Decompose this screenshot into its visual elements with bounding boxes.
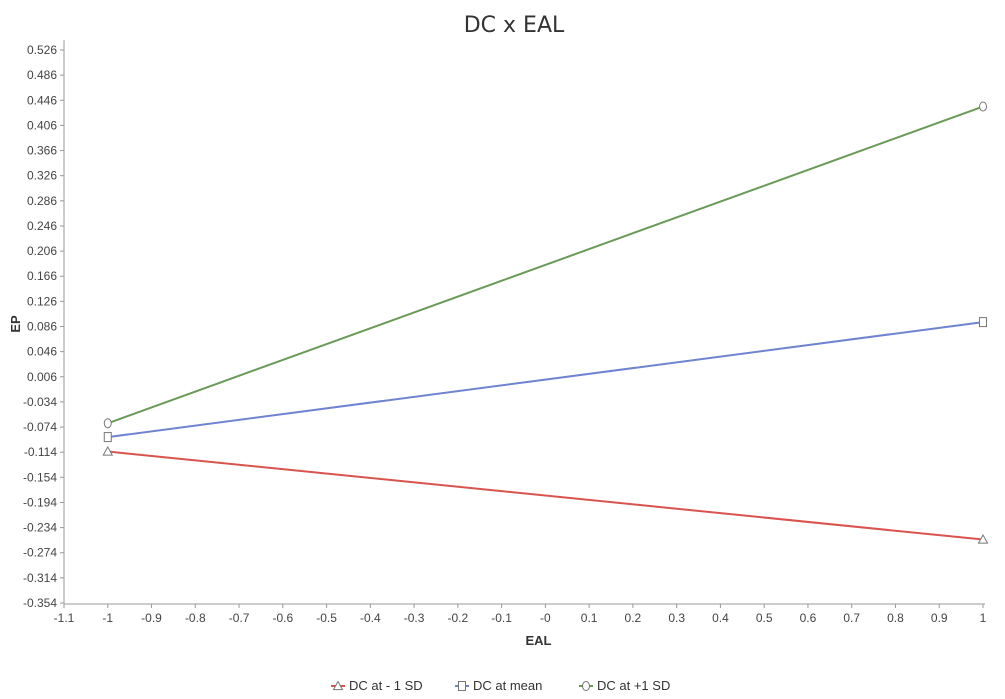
series-line-2 <box>107 321 984 439</box>
y-tick-label: 0.526 <box>27 43 57 57</box>
x-tick-label: 0.5 <box>756 611 773 625</box>
x-tick-label: 0.8 <box>887 611 904 625</box>
x-tick-label: -1.1 <box>54 611 75 625</box>
legend: DC at - 1 SD DC at mean DC at +1 SD <box>331 678 670 693</box>
y-tick-label: 0.286 <box>27 194 57 208</box>
x-tick-label: 1 <box>980 611 987 625</box>
data-point-marker <box>103 432 112 443</box>
x-tick-label: -0 <box>540 611 551 625</box>
x-tick-label: -0.3 <box>404 611 425 625</box>
data-point-marker <box>103 418 112 429</box>
y-tick-label: 0.006 <box>27 370 57 384</box>
y-tick-label: 0.486 <box>27 68 57 82</box>
y-tick-label: -0.034 <box>23 395 57 409</box>
y-tick-label: -0.194 <box>23 495 57 509</box>
y-tick-label: 0.446 <box>27 93 57 107</box>
x-tick-label: -1 <box>102 611 113 625</box>
plot-series <box>102 101 989 544</box>
data-point-marker <box>979 101 987 112</box>
x-tick-label: -0.5 <box>316 611 337 625</box>
y-tick-label: -0.234 <box>23 521 57 535</box>
x-tick-label: -0.8 <box>185 611 206 625</box>
x-tick-label: 0.7 <box>843 611 860 625</box>
x-tick-label: 0.3 <box>668 611 685 625</box>
x-axis-ticks: -1.1 -1 -0.9 -0.8 -0.7 -0.6 -0.5 -0.4 -0.3 -0.2 -0… <box>54 604 987 625</box>
y-tick-label: 0.166 <box>27 269 57 283</box>
series-line-1 <box>107 450 984 541</box>
legend-item: DC at +1 SD <box>579 678 670 693</box>
y-tick-label: -0.354 <box>23 596 57 610</box>
y-tick-label: -0.074 <box>23 420 57 434</box>
legend-marker <box>458 681 466 691</box>
x-tick-label: 0.6 <box>800 611 817 625</box>
y-axis-ticks: 0.526 0.486 0.446 0.406 0.366 0.326 0.286 0.246… <box>23 43 64 610</box>
y-tick-label: 0.326 <box>27 169 57 183</box>
y-tick-label: 0.366 <box>27 144 57 158</box>
x-axis-title: EAL <box>526 633 552 648</box>
series-line-3 <box>107 105 984 425</box>
data-point-marker <box>977 534 989 544</box>
x-tick-label: -0.9 <box>141 611 162 625</box>
x-tick-label: -0.7 <box>229 611 250 625</box>
y-tick-label: -0.114 <box>24 445 57 459</box>
legend-item: DC at mean <box>455 678 542 693</box>
chart-title: DC x EAL <box>464 13 565 38</box>
legend-item: DC at - 1 SD <box>331 678 423 693</box>
x-tick-label: 0.9 <box>931 611 948 625</box>
data-point-marker <box>102 446 114 456</box>
x-tick-label: -0.1 <box>491 611 512 625</box>
legend-label: DC at +1 SD <box>597 678 670 693</box>
y-tick-label: 0.126 <box>27 294 57 308</box>
y-tick-label: 0.046 <box>27 345 57 359</box>
y-tick-label: 0.086 <box>27 320 57 334</box>
x-tick-label: 0.1 <box>581 611 598 625</box>
legend-marker <box>332 680 344 691</box>
x-tick-label: 0.2 <box>625 611 642 625</box>
legend-marker <box>582 681 590 691</box>
legend-label: DC at mean <box>473 678 542 693</box>
x-tick-label: -0.6 <box>272 611 293 625</box>
y-axis-title: EP <box>8 315 23 333</box>
x-tick-label: -0.4 <box>360 611 381 625</box>
x-tick-label: 0.4 <box>712 611 729 625</box>
data-point-marker <box>979 317 987 328</box>
y-tick-label: -0.314 <box>23 571 57 585</box>
axes <box>63 40 985 605</box>
y-tick-label: 0.206 <box>27 244 57 258</box>
x-tick-label: -0.2 <box>448 611 469 625</box>
y-tick-label: -0.154 <box>23 470 57 484</box>
y-tick-label: 0.406 <box>27 118 57 132</box>
y-tick-label: -0.274 <box>23 546 57 560</box>
y-tick-label: 0.246 <box>27 219 57 233</box>
legend-label: DC at - 1 SD <box>349 678 423 693</box>
